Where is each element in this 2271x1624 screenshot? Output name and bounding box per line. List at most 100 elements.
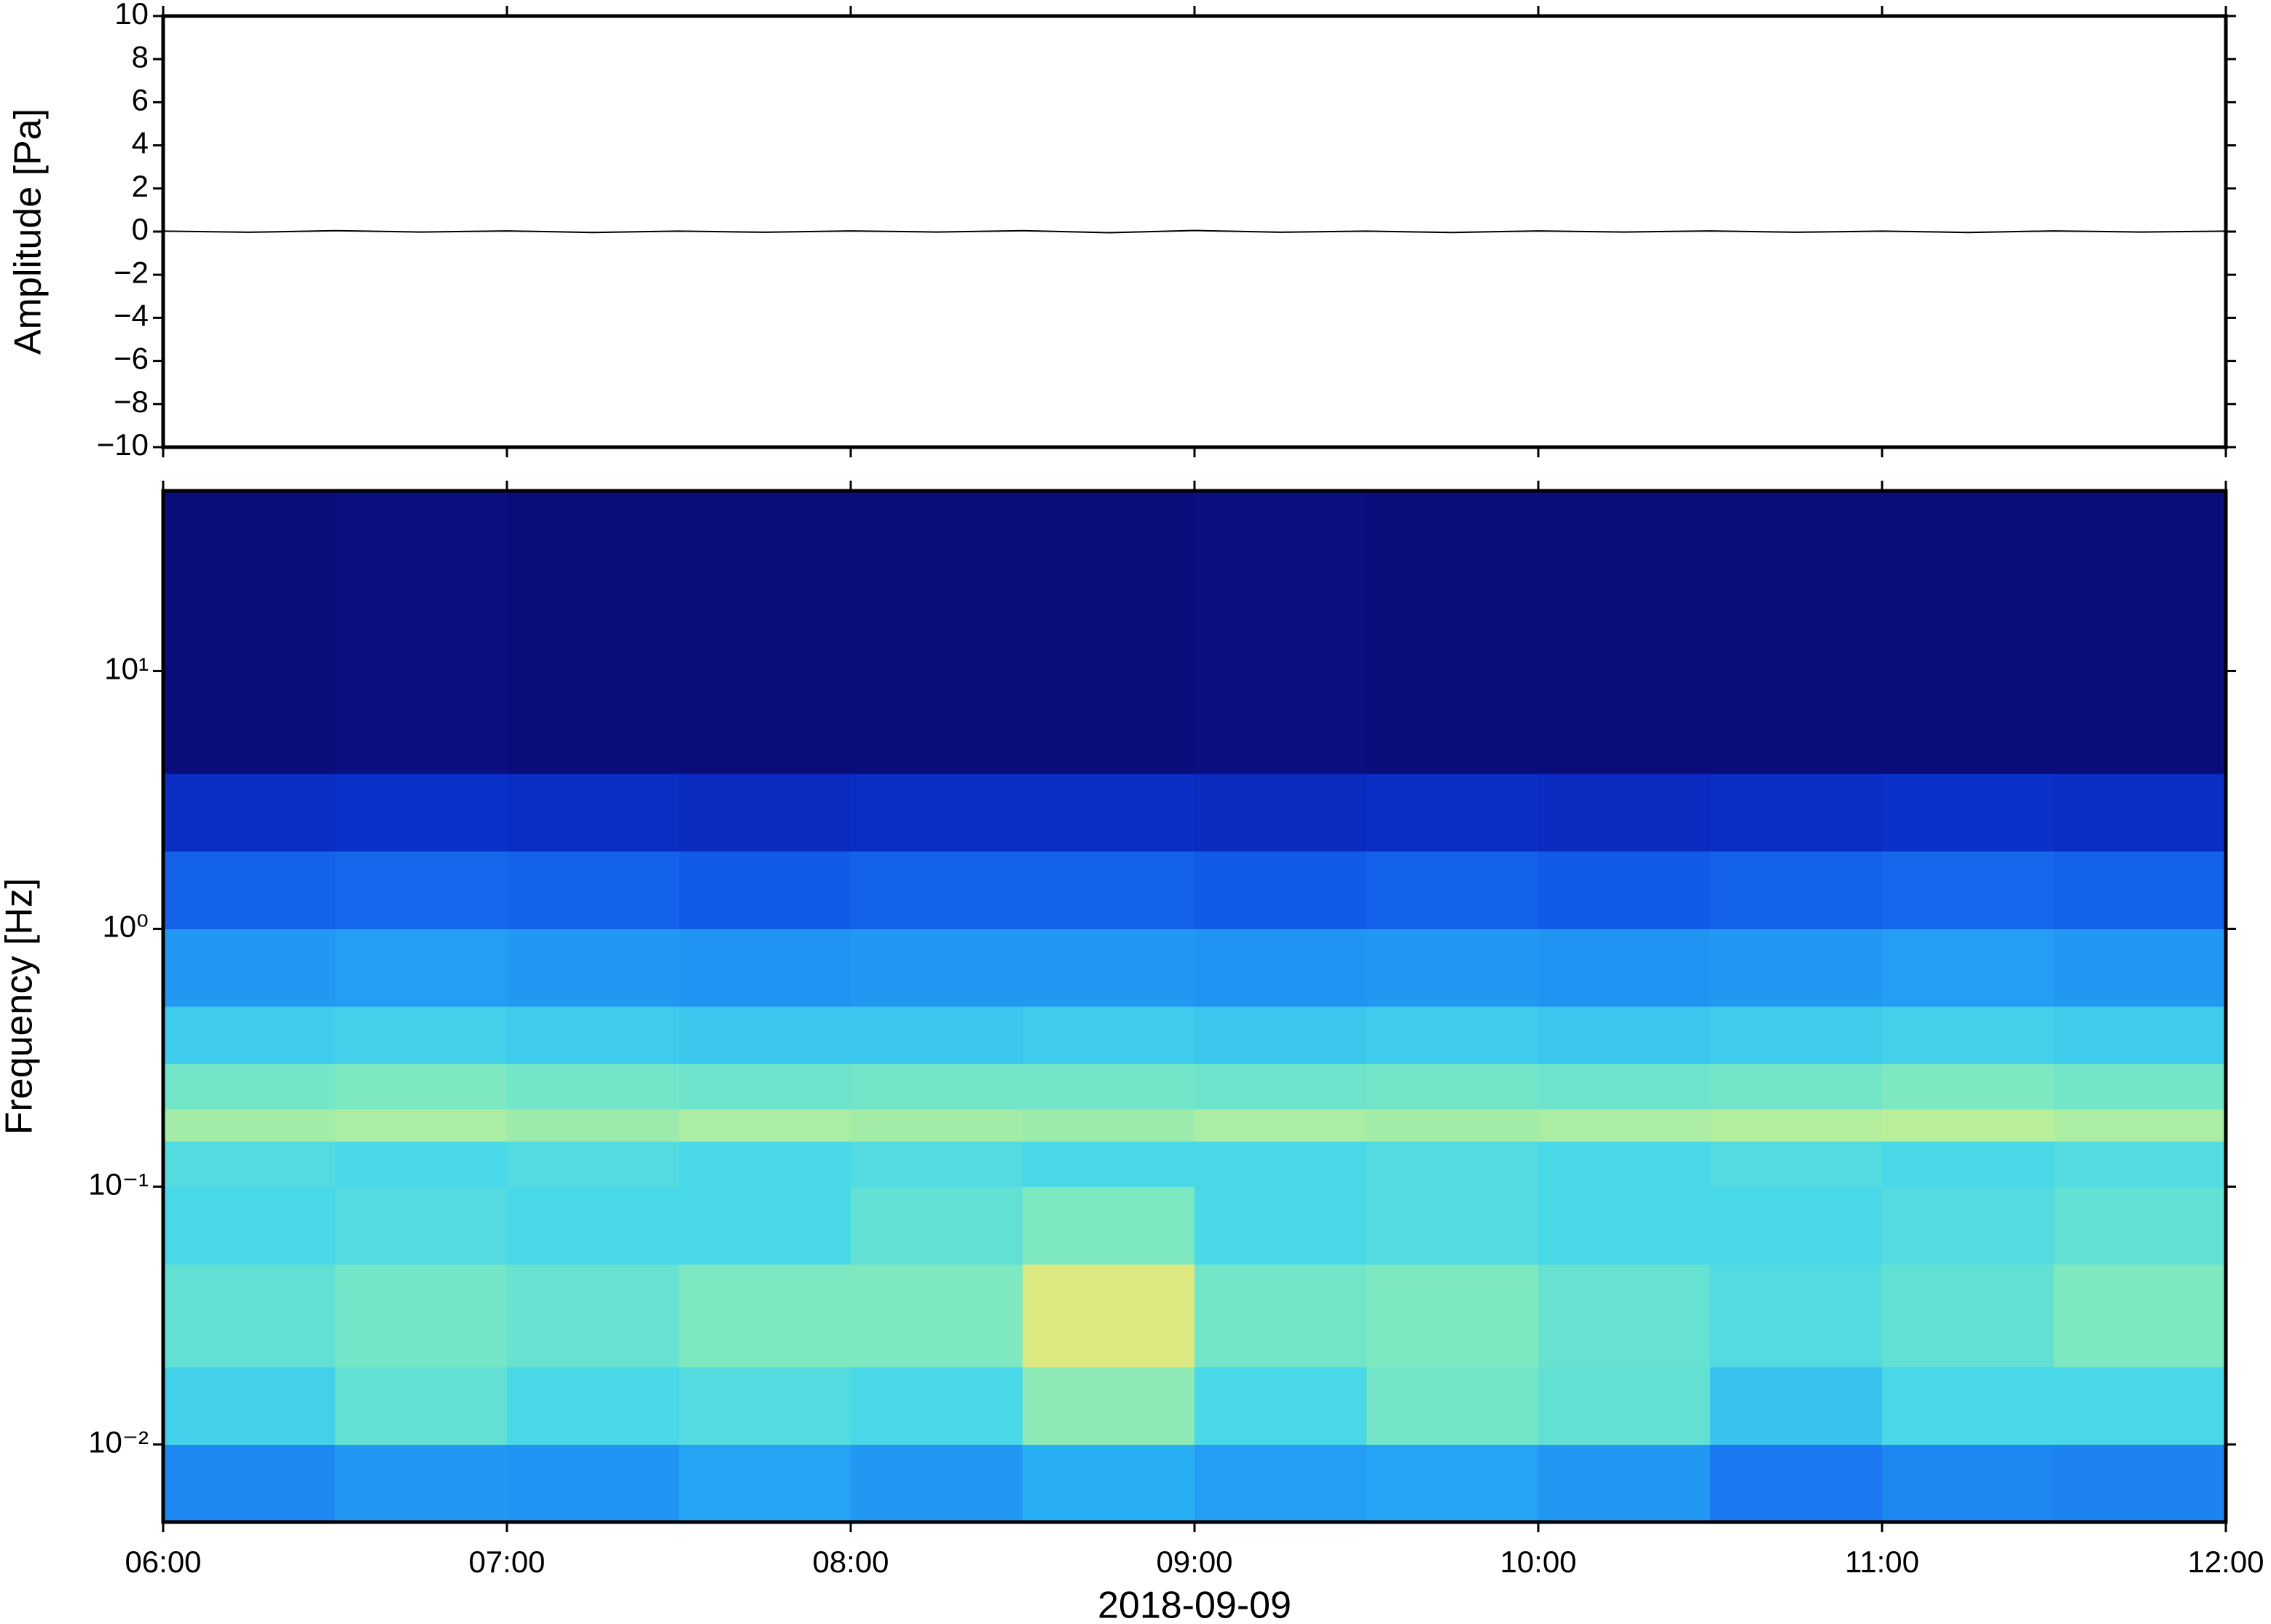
spectrogram-cell xyxy=(1194,491,1367,774)
spectrogram-cell xyxy=(1882,1186,2055,1265)
spectrogram-cell xyxy=(679,1444,851,1523)
spectrogram-cell xyxy=(2054,1141,2227,1187)
spectrogram-cell xyxy=(1710,929,1883,1007)
spectrogram-cell xyxy=(335,1108,508,1142)
spectrogram-cell xyxy=(679,1063,851,1110)
spectrogram-cell xyxy=(851,1108,1023,1142)
spectrogram-cell xyxy=(335,773,508,852)
spectrogram-cell xyxy=(1194,1141,1367,1187)
spectrogram-cell xyxy=(1882,1366,2055,1445)
spectrogram-cell xyxy=(335,491,508,774)
spectrogram-cell xyxy=(1194,1186,1367,1265)
spectrogram-cell xyxy=(163,491,336,774)
spectrogram-cell xyxy=(1366,1366,1539,1445)
y-tick-label: −8 xyxy=(114,385,149,419)
spectrogram-cell xyxy=(851,1444,1023,1523)
spectrogram-cell xyxy=(335,1141,508,1187)
y-tick-label: 10¹ xyxy=(104,652,149,686)
x-tick-label: 08:00 xyxy=(812,1545,889,1579)
spectrogram-cell xyxy=(679,1366,851,1445)
spectrogram-cell xyxy=(1366,491,1539,774)
spectrogram-cell xyxy=(1710,1264,1883,1368)
spectrogram-cell xyxy=(1366,773,1539,852)
spectrogram-cell xyxy=(335,1366,508,1445)
y-tick-label: 6 xyxy=(132,82,149,117)
spectrogram-cell xyxy=(851,1366,1023,1445)
spectrogram-cell xyxy=(1023,1186,1195,1265)
x-tick-label: 12:00 xyxy=(2187,1545,2264,1579)
spectrogram-cell xyxy=(1194,851,1367,929)
spectrogram-cell xyxy=(851,1006,1023,1065)
spectrogram-cell xyxy=(679,1186,851,1265)
spectrogram-cell xyxy=(1366,1141,1539,1187)
spectrogram-cell xyxy=(507,1264,680,1368)
spectrogram-cell xyxy=(851,491,1023,774)
spectrogram-cell xyxy=(1538,1444,1711,1523)
spectrogram-cell xyxy=(507,491,680,774)
spectrogram-cell xyxy=(1194,1108,1367,1142)
spectrogram-cell xyxy=(1882,1444,2055,1523)
spectrogram-cell xyxy=(1538,491,1711,774)
spectrogram-cell xyxy=(335,1006,508,1065)
spectrogram-cell xyxy=(1710,1006,1883,1065)
spectrogram-cell xyxy=(851,1063,1023,1110)
spectrogram-cell xyxy=(163,1366,336,1445)
spectrogram-cell xyxy=(507,1063,680,1110)
spectrogram-cell xyxy=(851,851,1023,929)
spectrogram-cell xyxy=(1710,491,1883,774)
spectrogram-cell xyxy=(2054,1186,2227,1265)
spectrogram-cell xyxy=(163,1141,336,1187)
spectrogram-cell xyxy=(1882,1141,2055,1187)
spectrogram-cell xyxy=(507,1186,680,1265)
spectrogram-cell xyxy=(1882,851,2055,929)
spectrogram-cell xyxy=(335,1186,508,1265)
spectrogram-cell xyxy=(679,773,851,852)
spectrogram-cell xyxy=(2054,1108,2227,1142)
spectrogram-cell xyxy=(1538,851,1711,929)
spectrogram-cell xyxy=(851,1186,1023,1265)
x-tick-label: 11:00 xyxy=(1845,1545,1919,1579)
spectrogram-cell xyxy=(1366,851,1539,929)
spectrogram-cell xyxy=(335,1444,508,1523)
spectrogram-cell xyxy=(2054,851,2227,929)
spectrogram-cell xyxy=(2054,1444,2227,1523)
spectrogram-cell xyxy=(163,1063,336,1110)
spectrogram-cell xyxy=(1710,1108,1883,1142)
spectrogram-cell xyxy=(679,1141,851,1187)
spectrogram-cell xyxy=(1882,1108,2055,1142)
spectrogram-cell xyxy=(507,1108,680,1142)
y-axis-label: Amplitude [Pa] xyxy=(7,109,50,355)
spectrogram-cell xyxy=(1366,1108,1539,1142)
spectrogram-cell xyxy=(163,1264,336,1368)
spectrogram-cell xyxy=(679,1006,851,1065)
spectrogram-cell xyxy=(163,929,336,1007)
x-tick-label: 09:00 xyxy=(1156,1545,1232,1579)
spectrogram-cell xyxy=(163,851,336,929)
x-tick-label: 10:00 xyxy=(1500,1545,1576,1579)
spectrogram-cell xyxy=(2054,929,2227,1007)
spectrogram-cell xyxy=(1710,1444,1883,1523)
spectrogram-cell xyxy=(2054,491,2227,774)
spectrogram-cell xyxy=(2054,1006,2227,1065)
y-tick-label: 4 xyxy=(132,126,149,160)
spectrogram-cell xyxy=(1366,1006,1539,1065)
y-tick-label: 10⁰ xyxy=(102,910,149,944)
spectrogram-cell xyxy=(1366,1186,1539,1265)
spectrogram-cell xyxy=(335,929,508,1007)
spectrogram-cell xyxy=(163,773,336,852)
spectrogram-cell xyxy=(1538,1141,1711,1187)
spectrogram-cell xyxy=(1710,773,1883,852)
spectrogram-cell xyxy=(507,851,680,929)
y-tick-label: −4 xyxy=(114,298,149,332)
spectrogram-cell xyxy=(851,1141,1023,1187)
y-tick-label: 8 xyxy=(132,39,149,74)
spectrogram-cell xyxy=(1194,1264,1367,1368)
spectrogram-cell xyxy=(1023,851,1195,929)
spectrogram-cell xyxy=(1538,1006,1711,1065)
spectrogram-cell xyxy=(163,1108,336,1142)
y-tick-label: 0 xyxy=(132,212,149,246)
x-tick-label: 07:00 xyxy=(468,1545,545,1579)
spectrogram-cell xyxy=(679,1108,851,1142)
spectrogram-cell xyxy=(851,1264,1023,1368)
